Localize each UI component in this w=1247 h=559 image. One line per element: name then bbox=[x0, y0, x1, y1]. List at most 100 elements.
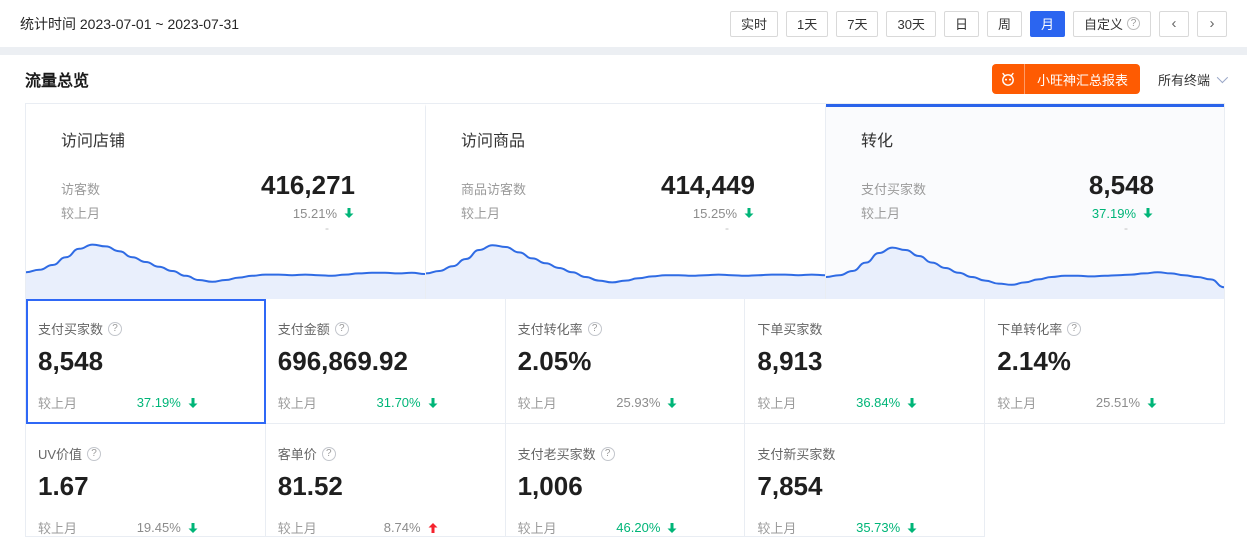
metric-label: 下单买家数 bbox=[757, 322, 823, 337]
decrease-arrow-icon bbox=[906, 397, 918, 409]
help-icon[interactable]: ? bbox=[587, 321, 602, 336]
chevron-down-icon bbox=[1216, 71, 1229, 84]
decrease-arrow-icon bbox=[906, 522, 918, 534]
compare-label: 较上月 bbox=[461, 205, 501, 221]
help-icon[interactable]: ? bbox=[108, 321, 123, 336]
range-month-button[interactable]: 月 bbox=[1029, 10, 1065, 37]
change-percent: 36.84% bbox=[856, 395, 901, 410]
metric-card-old-buyers[interactable]: 支付老买家数? 1,006 较上月 46.20% bbox=[505, 424, 746, 537]
change-percent: 31.70% bbox=[376, 395, 421, 410]
range-custom-button[interactable]: 自定义 ? bbox=[1072, 10, 1151, 37]
metric-label: 支付买家数 bbox=[38, 322, 104, 337]
decrease-arrow-icon bbox=[1146, 397, 1158, 409]
change-percent: 15.21% bbox=[292, 205, 337, 221]
metric-card-uv-value[interactable]: UV价值? 1.67 较上月 19.45% bbox=[26, 424, 266, 537]
terminal-select[interactable]: 所有终端 bbox=[1157, 70, 1229, 89]
change-percent: 25.51% bbox=[1095, 395, 1140, 410]
conversion-sparkline bbox=[826, 227, 1224, 299]
range-7day-button[interactable]: 7天 bbox=[836, 10, 879, 37]
metric-card-new-buyers[interactable]: 支付新买家数 7,854 较上月 35.73% bbox=[745, 424, 986, 537]
overview-card-shop-visits[interactable]: 访问店铺 访客数 416,271 较上月 15.21% bbox=[26, 104, 426, 299]
top-bar: 统计时间 2023-07-01 ~ 2023-07-31 实时 1天 7天 30… bbox=[0, 0, 1247, 47]
metric-value: 1,006 bbox=[517, 471, 583, 501]
decrease-arrow-icon bbox=[666, 397, 678, 409]
compare-label: 较上月 bbox=[861, 205, 901, 221]
compare-label: 较上月 bbox=[38, 396, 78, 411]
compare-label: 较上月 bbox=[277, 396, 317, 411]
page-title: 流量总览 bbox=[25, 73, 90, 90]
terminal-select-value: 所有终端 bbox=[1157, 72, 1210, 88]
traffic-overview-board: 访问店铺 访客数 416,271 较上月 15.21% bbox=[25, 103, 1225, 537]
range-week-button[interactable]: 周 bbox=[986, 10, 1022, 37]
metric-value: 7,854 bbox=[757, 471, 823, 501]
metric-value: 8,548 bbox=[38, 346, 104, 376]
change-percent: 37.19% bbox=[1091, 205, 1136, 221]
help-icon[interactable]: ? bbox=[600, 446, 615, 461]
metric-card-pay-conversion[interactable]: 支付转化率? 2.05% 较上月 25.93% bbox=[505, 299, 746, 424]
mascot-icon bbox=[992, 64, 1025, 94]
decrease-arrow-icon bbox=[666, 522, 678, 534]
range-day-button[interactable]: 日 bbox=[943, 10, 979, 37]
range-realtime-button[interactable]: 实时 bbox=[729, 10, 778, 37]
compare-label: 较上月 bbox=[38, 521, 78, 536]
change-percent: 46.20% bbox=[616, 520, 661, 535]
decrease-arrow-icon bbox=[187, 397, 199, 409]
compare-label: 较上月 bbox=[757, 396, 797, 411]
metric-value: 1.67 bbox=[38, 471, 89, 501]
metric-label: UV价值 bbox=[38, 447, 83, 462]
metric-value: 2.14% bbox=[997, 346, 1071, 376]
metric-value: 81.52 bbox=[277, 471, 343, 501]
section-header-actions: 小旺神汇总报表 所有终端 bbox=[991, 64, 1229, 94]
card-title: 访问店铺 bbox=[61, 133, 126, 150]
sub-value: - bbox=[325, 220, 329, 235]
help-icon[interactable]: ? bbox=[87, 446, 102, 461]
stat-time-label: 统计时间 2023-07-01 ~ 2023-07-31 bbox=[20, 15, 240, 32]
change-percent: 37.19% bbox=[136, 395, 181, 410]
metric-label: 客单价 bbox=[277, 447, 317, 462]
range-30day-button[interactable]: 30天 bbox=[886, 10, 936, 37]
decrease-arrow-icon bbox=[743, 207, 755, 219]
metric-card-order-conversion[interactable]: 下单转化率? 2.14% 较上月 25.51% bbox=[985, 299, 1225, 424]
section-header: 流量总览 小旺神汇总报表 所有终端 bbox=[0, 55, 1247, 103]
help-icon[interactable]: ? bbox=[1067, 321, 1082, 336]
change-percent: 8.74% bbox=[383, 520, 421, 535]
time-range-group: 实时 1天 7天 30天 日 周 月 自定义 ? ‹ › bbox=[722, 10, 1227, 37]
overview-card-conversion[interactable]: 转化 支付买家数 8,548 较上月 37.19% bbox=[826, 104, 1224, 299]
decrease-arrow-icon bbox=[427, 397, 439, 409]
metric-card-pay-buyers[interactable]: 支付买家数? 8,548 较上月 37.19% bbox=[26, 299, 266, 424]
card-title: 访问商品 bbox=[461, 133, 526, 150]
metric-value: 414,449 bbox=[661, 170, 755, 200]
prev-period-button[interactable]: ‹ bbox=[1159, 10, 1189, 37]
metric-label: 支付金额 bbox=[277, 322, 330, 337]
metric-label: 支付新买家数 bbox=[757, 447, 836, 462]
next-period-button[interactable]: › bbox=[1197, 10, 1227, 37]
metric-card-pay-amount[interactable]: 支付金额? 696,869.92 较上月 31.70% bbox=[265, 299, 506, 424]
metric-label: 访客数 bbox=[61, 182, 101, 197]
metric-value: 416,271 bbox=[261, 170, 355, 200]
help-icon[interactable]: ? bbox=[321, 446, 336, 461]
compare-label: 较上月 bbox=[757, 521, 797, 536]
item-visits-sparkline bbox=[426, 227, 825, 299]
summary-report-button[interactable]: 小旺神汇总报表 bbox=[991, 64, 1140, 94]
overview-card-item-visits[interactable]: 访问商品 商品访客数 414,449 较上月 15.25% bbox=[426, 104, 826, 299]
card-title: 转化 bbox=[861, 133, 894, 150]
change-percent: 19.45% bbox=[136, 520, 181, 535]
metric-label: 支付买家数 bbox=[861, 182, 927, 197]
help-icon[interactable]: ? bbox=[334, 321, 349, 336]
metric-label: 商品访客数 bbox=[461, 182, 527, 197]
decrease-arrow-icon bbox=[187, 522, 199, 534]
metric-label: 支付老买家数 bbox=[517, 447, 596, 462]
compare-label: 较上月 bbox=[61, 205, 101, 221]
metric-value: 8,913 bbox=[757, 346, 823, 376]
metric-label: 支付转化率 bbox=[517, 322, 583, 337]
overview-cards-row: 访问店铺 访客数 416,271 较上月 15.21% bbox=[25, 103, 1225, 299]
compare-label: 较上月 bbox=[517, 396, 557, 411]
increase-arrow-icon bbox=[427, 522, 439, 534]
decrease-arrow-icon bbox=[1142, 207, 1154, 219]
range-1day-button[interactable]: 1天 bbox=[786, 10, 829, 37]
metric-card-avg-order-value[interactable]: 客单价? 81.52 较上月 8.74% bbox=[265, 424, 506, 537]
range-custom-label: 自定义 bbox=[1083, 17, 1123, 32]
sub-value: - bbox=[725, 220, 729, 235]
empty-grid-cell bbox=[985, 424, 1225, 537]
metric-card-order-buyers[interactable]: 下单买家数 8,913 较上月 36.84% bbox=[745, 299, 986, 424]
